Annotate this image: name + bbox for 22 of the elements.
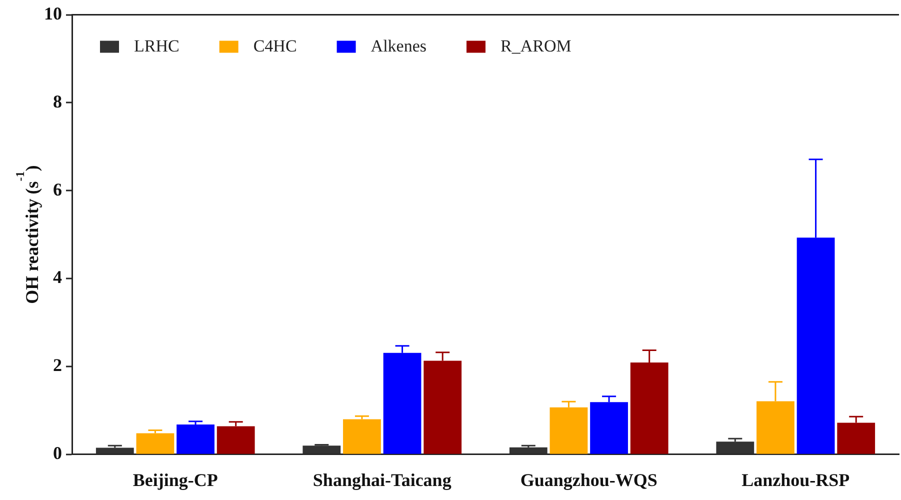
bar [176, 424, 214, 454]
bar [96, 448, 134, 454]
bar [302, 446, 341, 454]
x-tick-label: Guangzhou-WQS [520, 470, 658, 490]
y-tick-label: 4 [53, 267, 62, 288]
legend-label: R_AROM [500, 36, 572, 56]
y-tick-label: 6 [53, 179, 62, 200]
x-tick-label: Beijing-CP [132, 470, 218, 490]
y-axis-title: OH reactivity (s-1) [13, 165, 42, 304]
bar [716, 442, 754, 454]
y-tick-label: 2 [53, 355, 62, 376]
y-tick-label: 10 [44, 3, 62, 24]
y-tick-label: 8 [53, 91, 62, 112]
legend-label: LRHC [134, 36, 180, 56]
x-tick-label: Shanghai-Taicang [312, 470, 452, 490]
bar [343, 419, 381, 454]
bar [136, 433, 174, 454]
y-tick-label: 0 [53, 443, 62, 464]
bar [509, 447, 548, 454]
legend-label: C4HC [253, 36, 297, 56]
x-tick-label: Lanzhou-RSP [742, 470, 850, 490]
legend-label: Alkenes [370, 36, 427, 56]
